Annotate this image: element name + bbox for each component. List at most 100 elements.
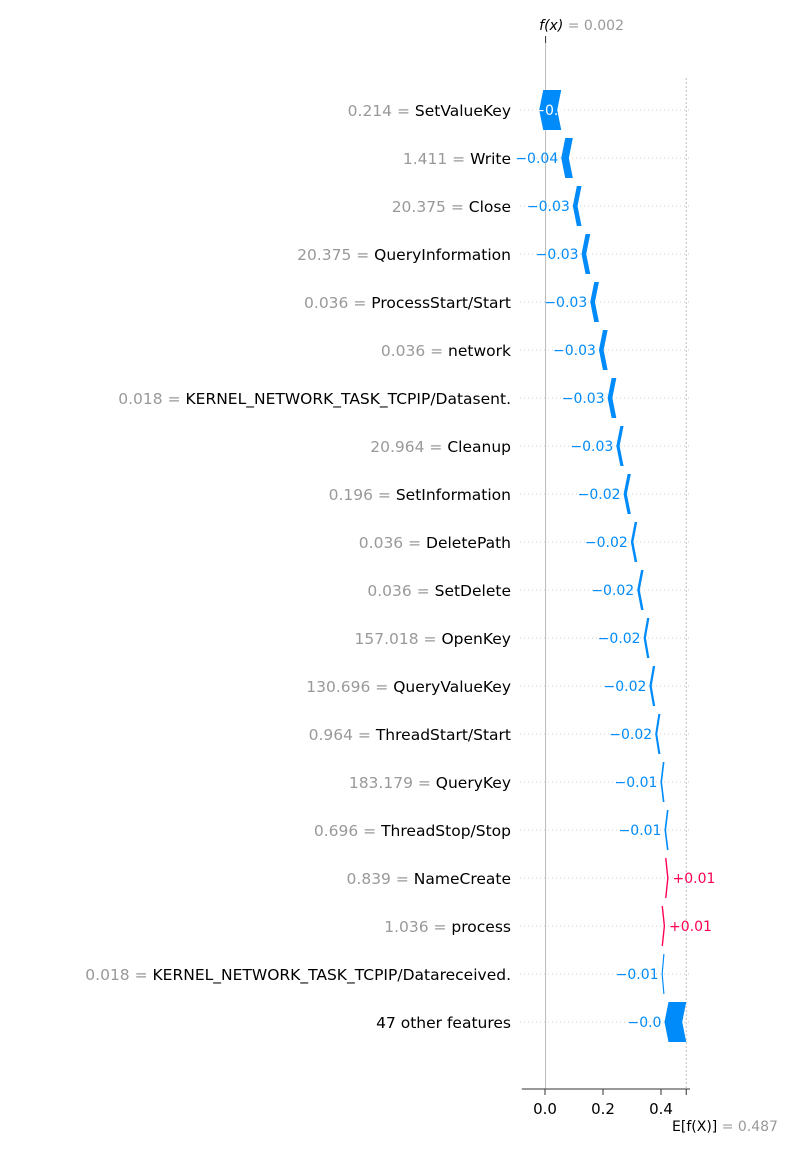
- feature-name: KERNEL_NETWORK_TASK_TCPIP/Datasent.: [185, 390, 511, 409]
- feature-label: 0.018 = KERNEL_NETWORK_TASK_TCPIP/Datare…: [85, 966, 511, 985]
- feature-label: 20.964 = Cleanup: [370, 438, 511, 456]
- bar-value-label: +0.01: [673, 871, 716, 887]
- bars-group: −0.0 −0.04 −0.03 −0.03 −0.03 −0.03 −0.03 −0.03 −…: [515, 90, 715, 1042]
- bar-value-label: −0.0: [533, 103, 567, 119]
- feature-value: 1.036 =: [384, 918, 451, 936]
- feature-name: KERNEL_NETWORK_TASK_TCPIP/Datareceived.: [153, 966, 511, 985]
- bar-value-label: −0.03: [544, 295, 587, 311]
- waterfall-bar: [598, 330, 608, 370]
- feature-value: 20.964 =: [370, 438, 447, 456]
- feature-label: 0.036 = network: [381, 342, 511, 360]
- bar-value-label: −0.01: [615, 775, 658, 791]
- feature-value: 0.696 =: [314, 822, 381, 840]
- feature-label: 1.411 = Write: [403, 150, 511, 168]
- bar-value-label: −0.01: [619, 823, 662, 839]
- feature-labels-group: 0.214 = SetValueKey 1.411 = Write 20.375 =…: [85, 102, 511, 1032]
- feature-value: 0.036 =: [381, 342, 448, 360]
- feature-label: 0.036 = ProcessStart/Start: [304, 294, 511, 312]
- waterfall-bar: [616, 426, 624, 466]
- waterfall-bar: [539, 90, 562, 130]
- feature-label: 20.375 = Close: [392, 198, 511, 216]
- bar-value-label: −0.03: [570, 439, 613, 455]
- feature-label: 0.036 = DeletePath: [359, 534, 511, 552]
- feature-name: Close: [469, 198, 511, 216]
- feature-name: ThreadStart/Start: [375, 726, 511, 744]
- feature-label: 0.036 = SetDelete: [367, 582, 511, 600]
- bar-value-label: +0.01: [669, 919, 712, 935]
- feature-value: 0.018 =: [85, 966, 152, 984]
- feature-label: 0.696 = ThreadStop/Stop: [314, 822, 511, 840]
- waterfall-bar: [590, 282, 599, 322]
- bar-value-label: −0.02: [609, 727, 652, 743]
- feature-value: 0.964 =: [309, 726, 376, 744]
- waterfall-bar: [572, 186, 582, 226]
- waterfall-bar: [630, 522, 638, 562]
- feature-label: 157.018 = OpenKey: [355, 630, 511, 648]
- waterfall-bar: [637, 570, 644, 610]
- bar-value-label: −0.0: [627, 1015, 661, 1031]
- feature-value: 0.036 =: [359, 534, 426, 552]
- bar-value-label: −0.04: [515, 151, 558, 167]
- waterfall-bar: [607, 378, 617, 418]
- bar-value-label: −0.01: [616, 967, 659, 983]
- fx-annotation: f(x) = 0.002: [539, 18, 624, 34]
- feature-value: 0.214 =: [348, 102, 415, 120]
- bar-value-label: −0.02: [585, 535, 628, 551]
- x-tick-label: 0.0: [533, 1100, 557, 1118]
- feature-name: OpenKey: [441, 630, 511, 648]
- feature-name: SetInformation: [396, 486, 511, 504]
- feature-label: 0.214 = SetValueKey: [348, 102, 511, 120]
- feature-name: process: [451, 918, 511, 936]
- feature-name: 47 other features: [376, 1014, 511, 1032]
- x-tick-label: 0.2: [591, 1100, 615, 1118]
- feature-name: QueryInformation: [374, 246, 511, 264]
- ex-label: E[f(X)]: [672, 1119, 717, 1135]
- bar-value-label: −0.03: [553, 343, 596, 359]
- x-axis: 0.0 0.2 0.4: [521, 36, 690, 1118]
- feature-value: 0.036 =: [304, 294, 371, 312]
- waterfall-bar: [660, 762, 665, 802]
- feature-value: 1.411 =: [403, 150, 470, 168]
- feature-value: 0.018 =: [118, 390, 185, 408]
- feature-label: 0.018 = KERNEL_NETWORK_TASK_TCPIP/Datase…: [118, 390, 511, 409]
- feature-label: 20.375 = QueryInformation: [297, 246, 511, 264]
- ex-annotation: E[f(X)] = 0.487: [672, 1119, 778, 1135]
- waterfall-bar: [623, 474, 631, 514]
- feature-name: ProcessStart/Start: [371, 294, 511, 312]
- x-tick-label: 0.4: [649, 1100, 673, 1118]
- waterfall-bar: [649, 666, 656, 706]
- feature-value: 20.375 =: [392, 198, 469, 216]
- feature-name: SetDelete: [435, 582, 511, 600]
- feature-name: QueryKey: [436, 774, 511, 792]
- feature-value: 157.018 =: [355, 630, 442, 648]
- feature-label: 0.196 = SetInformation: [329, 486, 511, 504]
- feature-value: 0.839 =: [347, 870, 414, 888]
- feature-name: Cleanup: [447, 438, 511, 456]
- ex-value: = 0.487: [717, 1119, 778, 1135]
- feature-value: 20.375 =: [297, 246, 374, 264]
- waterfall-bar: [655, 714, 661, 754]
- feature-name: QueryValueKey: [393, 678, 511, 696]
- waterfall-bar: [581, 234, 591, 274]
- feature-value: 183.179 =: [349, 774, 436, 792]
- waterfall-bar: [664, 1002, 687, 1042]
- feature-label: 0.839 = NameCreate: [347, 870, 511, 888]
- feature-label: 0.964 = ThreadStart/Start: [309, 726, 511, 744]
- feature-name: DeletePath: [426, 534, 511, 552]
- feature-label: 183.179 = QueryKey: [349, 774, 511, 792]
- bar-value-label: −0.03: [527, 199, 570, 215]
- feature-label: 47 other features: [376, 1014, 511, 1032]
- feature-name: SetValueKey: [415, 102, 511, 120]
- bar-value-label: −0.03: [536, 247, 579, 263]
- feature-label: 130.696 = QueryValueKey: [306, 678, 511, 696]
- waterfall-bar: [664, 810, 669, 850]
- fx-value: = 0.002: [563, 18, 624, 34]
- bar-value-label: −0.02: [578, 487, 621, 503]
- feature-name: NameCreate: [414, 870, 511, 888]
- bar-value-label: −0.02: [603, 679, 646, 695]
- feature-name: Write: [470, 150, 511, 168]
- waterfall-bar: [643, 618, 650, 658]
- feature-name: network: [448, 342, 511, 360]
- feature-name: ThreadStop/Stop: [380, 822, 511, 840]
